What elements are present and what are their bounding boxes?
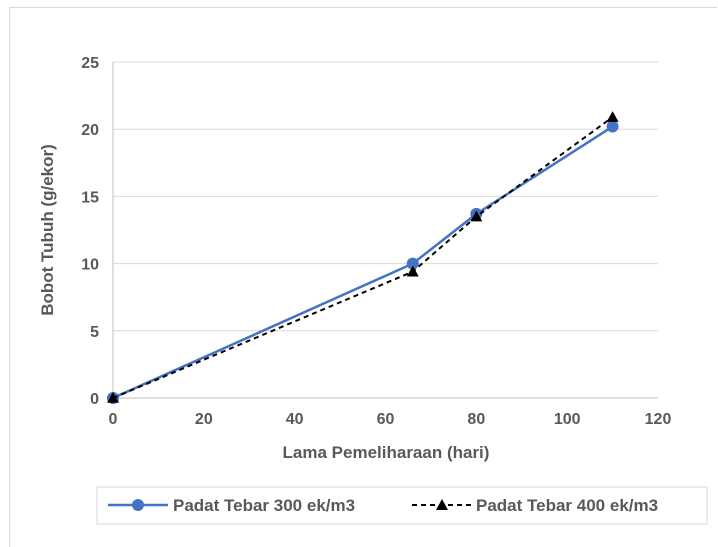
- x-tick-labels: 0 20 40 60 80 100 120: [109, 411, 672, 428]
- legend-item-300: Padat Tebar 300 ek/m3: [108, 496, 355, 515]
- y-tick-label-0: 0: [90, 391, 99, 408]
- series-line-1: [112, 116, 614, 399]
- y-tick-labels: 0 5 10 15 20 25: [81, 55, 99, 408]
- series-group: [107, 111, 619, 404]
- x-tick-label-20: 20: [195, 411, 213, 428]
- y-tick-label-25: 25: [81, 55, 99, 72]
- x-tick-label-60: 60: [377, 411, 395, 428]
- data-point-s1-1: [406, 265, 419, 277]
- legend-marker-400: [436, 499, 448, 510]
- x-tick-label-0: 0: [109, 411, 118, 428]
- data-point-s0-1: [406, 257, 419, 270]
- y-tick-label-15: 15: [81, 189, 99, 206]
- y-tick-label-5: 5: [90, 324, 99, 341]
- data-point-s1-3: [606, 111, 619, 122]
- x-tick-label-40: 40: [286, 411, 304, 428]
- data-point-s1-0: [107, 392, 119, 403]
- x-tick-label-100: 100: [554, 411, 581, 428]
- chart-frame: [9, 7, 717, 547]
- legend-label-300: Padat Tebar 300 ek/m3: [173, 496, 355, 515]
- series-line-0: [112, 125, 614, 400]
- data-point-s0-3: [606, 120, 619, 133]
- y-axis-label: Bobot Tubuh (g/ekor): [38, 144, 57, 316]
- x-tick-label-120: 120: [645, 411, 672, 428]
- y-tick-label-10: 10: [81, 257, 99, 274]
- x-axis-label: Lama Pemeliharaan (hari): [283, 443, 490, 462]
- x-tick-label-80: 80: [467, 411, 485, 428]
- legend-marker-300: [132, 499, 144, 511]
- data-point-s1-2: [470, 210, 483, 222]
- legend-item-400: Padat Tebar 400 ek/m3: [412, 496, 658, 515]
- legend-box: [96, 486, 708, 525]
- gridlines: [112, 61, 658, 399]
- legend-label-400: Padat Tebar 400 ek/m3: [476, 496, 658, 515]
- y-tick-label-20: 20: [81, 122, 99, 139]
